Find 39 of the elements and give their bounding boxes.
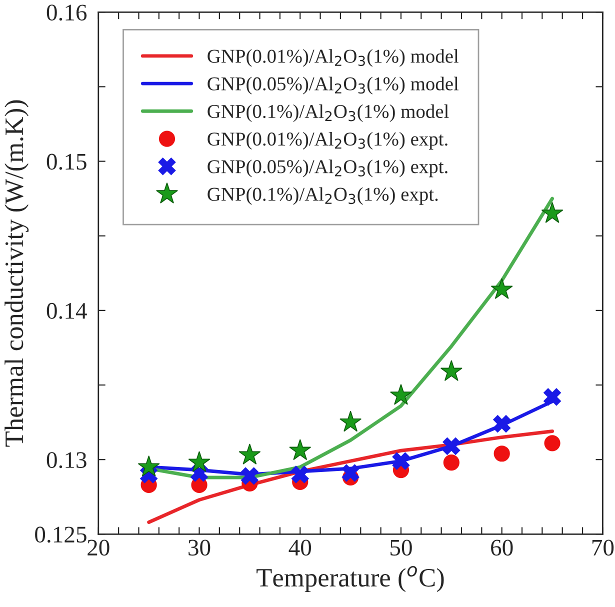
point bbox=[390, 384, 412, 405]
x-tick-label: 30 bbox=[188, 540, 210, 556]
y-tick-label: 0.15 bbox=[46, 154, 86, 170]
x-tick-label: 70 bbox=[592, 540, 614, 556]
point bbox=[188, 451, 210, 472]
x-tick-label: 40 bbox=[288, 540, 312, 556]
point bbox=[291, 466, 309, 484]
legend-label: GNP(0.01%)/Al$_{2}$O$_{3}$(1%) expt. bbox=[208, 132, 448, 150]
point bbox=[493, 415, 511, 433]
y-tick-label: 0.16 bbox=[46, 4, 87, 21]
point bbox=[392, 452, 410, 470]
x-axis-title: Temperature ($^{o}$C) bbox=[256, 566, 444, 592]
legend-label: GNP(0.1%)/Al$_{2}$O$_{3}$(1%) model bbox=[208, 104, 449, 122]
point bbox=[440, 360, 462, 381]
y-tick-label: 0.14 bbox=[46, 302, 87, 319]
legend-label: GNP(0.01%)/Al$_{2}$O$_{3}$(1%) model bbox=[208, 49, 459, 67]
x-tick-label: 60 bbox=[491, 540, 513, 556]
point bbox=[490, 278, 513, 299]
y-tick-label: 0.13 bbox=[46, 452, 86, 468]
point bbox=[544, 435, 560, 452]
line-series bbox=[147, 430, 554, 524]
x-tick-label: 20 bbox=[88, 540, 110, 556]
y-tick-label: 0.125 bbox=[35, 526, 86, 543]
point bbox=[138, 456, 160, 476]
point bbox=[289, 439, 312, 460]
point bbox=[544, 388, 562, 406]
point bbox=[238, 444, 261, 465]
x-tick-label: 50 bbox=[390, 540, 412, 556]
point bbox=[443, 454, 460, 471]
y-axis-title: Thermal conductivity (W/(m.K)) bbox=[4, 100, 29, 447]
legend-label: GNP(0.1%)/Al$_{2}$O$_{3}$(1%) expt. bbox=[208, 187, 438, 205]
point bbox=[442, 437, 460, 455]
point bbox=[494, 446, 510, 462]
point bbox=[342, 464, 360, 482]
legend-label: GNP(0.05%)/Al$_{2}$O$_{3}$(1%) model bbox=[208, 76, 459, 94]
legend-label: GNP(0.05%)/Al$_{2}$O$_{3}$(1%) expt. bbox=[208, 160, 448, 178]
point bbox=[340, 410, 362, 432]
point bbox=[240, 467, 258, 485]
point bbox=[541, 202, 564, 223]
